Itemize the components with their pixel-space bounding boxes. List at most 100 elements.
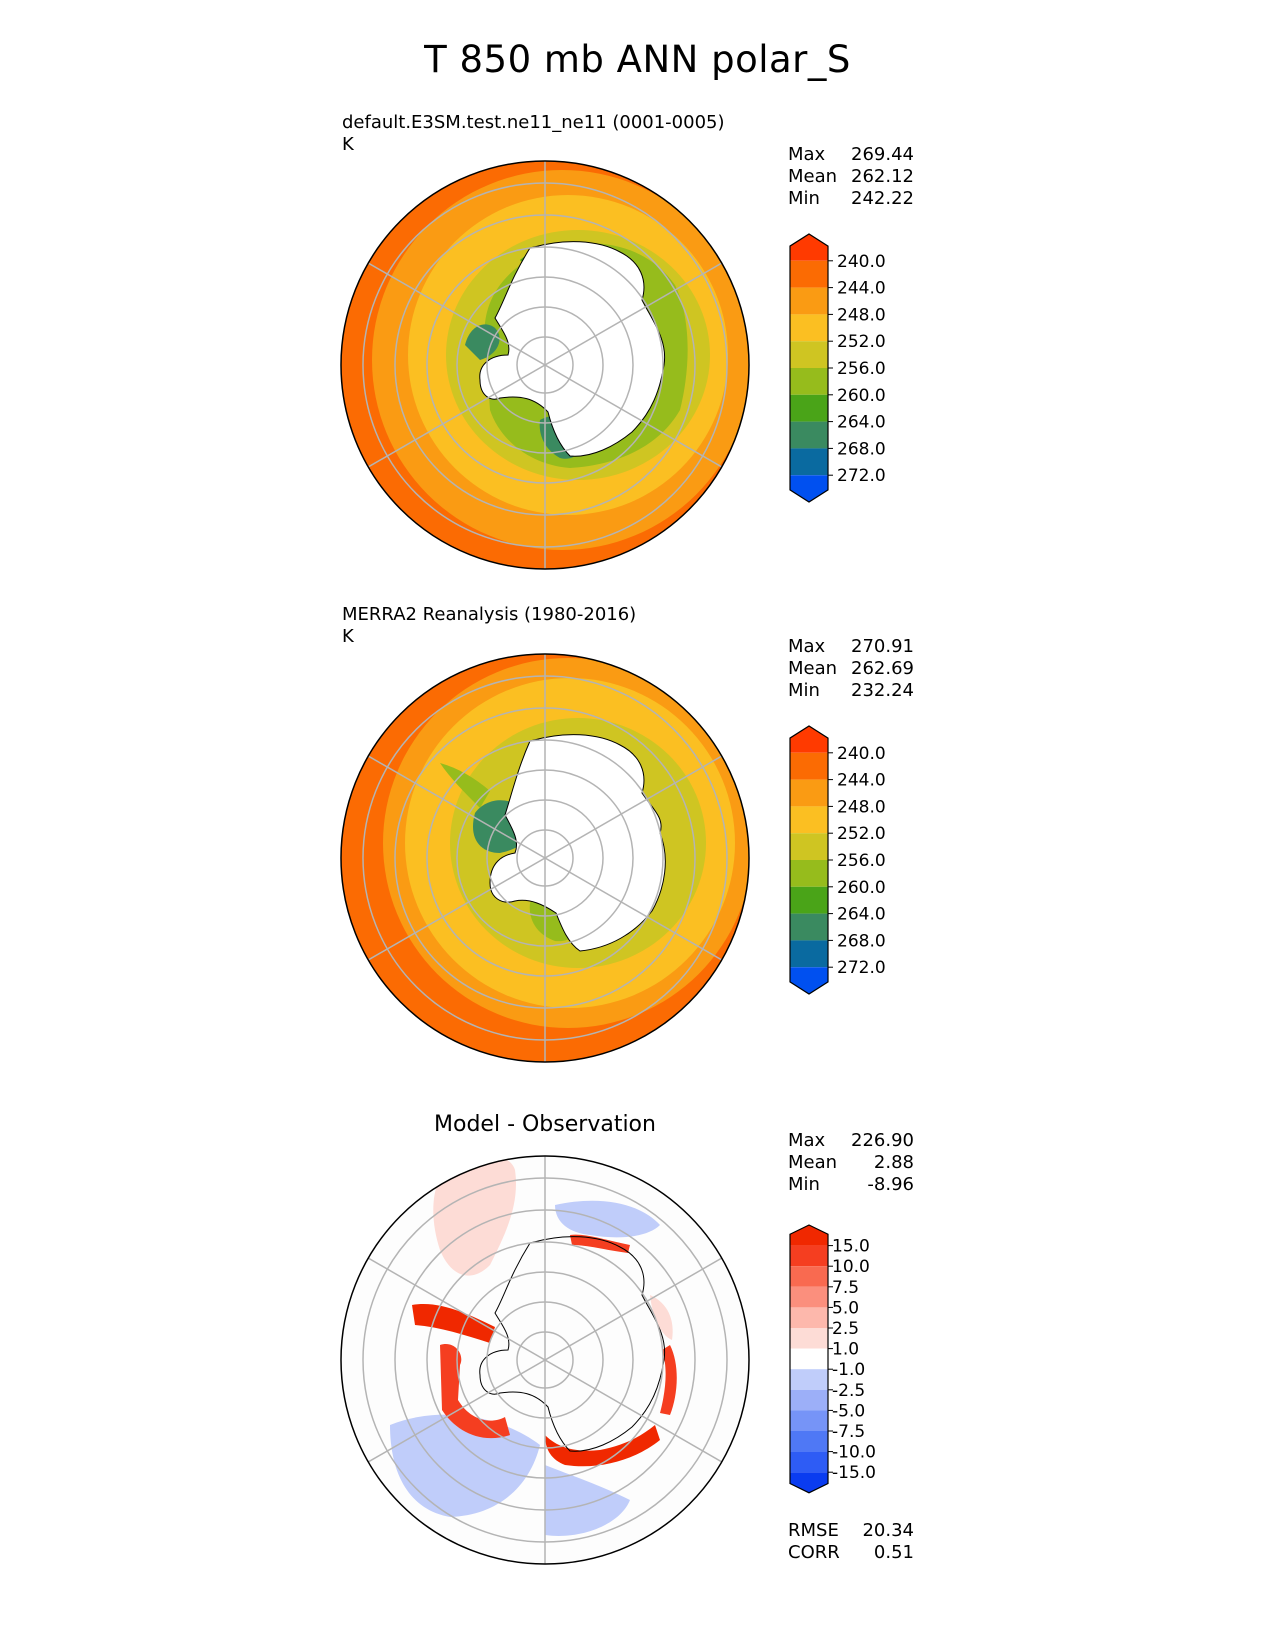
colorbar-tick-label: 268.0 [837, 439, 886, 459]
colorbar-swatch [790, 752, 828, 780]
colorbar-swatch [790, 1328, 828, 1349]
colorbar-swatch [790, 860, 828, 887]
diff-cool-south [545, 1465, 630, 1536]
colorbar-tick-label: 15.0 [832, 1237, 870, 1257]
colorbar-tick-label: 10.0 [832, 1257, 870, 1277]
panel-1-stats: Max 269.44 Mean 262.12 Min 242.22 [788, 144, 914, 210]
colorbar-swatch [790, 1225, 828, 1246]
colorbar-swatch [790, 1431, 828, 1452]
colorbar-2-swatches [789, 725, 829, 995]
colorbar-swatch [790, 260, 828, 288]
colorbar-swatch [790, 1451, 828, 1473]
panel-3-title: Model - Observation [434, 1112, 656, 1137]
colorbar-tick-label: -7.5 [832, 1422, 865, 1442]
map-gridlines [341, 1156, 749, 1564]
colorbar-2-ticks: 240.0 244.0 248.0 252.0 256.0 260.0 264.0 268.0… [828, 744, 886, 978]
colorbar-tick-label: 252.0 [837, 332, 886, 352]
colorbar-swatch [790, 1266, 828, 1287]
colorbar-swatch [790, 967, 828, 994]
colorbar-tick-label: -2.5 [832, 1381, 865, 1401]
colorbar-1-swatches [789, 233, 829, 503]
diff-hot-coast-south [545, 1425, 660, 1467]
colorbar-tick-label: -10.0 [832, 1443, 876, 1463]
map-gridlines [341, 654, 749, 1062]
stat-min: Min -8.96 [788, 1174, 914, 1195]
diff-warm-east [650, 1295, 673, 1340]
panel-3-metrics: RMSE 20.34 CORR 0.51 [788, 1520, 914, 1564]
colorbar-tick-label: 256.0 [837, 851, 886, 871]
colorbar-swatch [790, 1369, 828, 1390]
colorbar-tick-label: 260.0 [837, 386, 886, 406]
colorbar-tick-label: 7.5 [832, 1278, 859, 1298]
colorbar-tick-label: -15.0 [832, 1463, 876, 1483]
map-boundary [340, 653, 750, 1063]
colorbar-swatch [790, 448, 828, 476]
colorbar-tick-label: 264.0 [837, 413, 886, 433]
colorbar-tick-label: -5.0 [832, 1401, 865, 1421]
colorbar-swatch [790, 1286, 828, 1308]
colorbar-swatch [790, 234, 828, 261]
map-boundary [340, 160, 750, 570]
colorbar-outline [789, 1224, 829, 1494]
colorbar-3-swatches [789, 1224, 829, 1494]
coastline [479, 1236, 666, 1452]
colorbar-swatch [790, 886, 828, 914]
colorbar-tick-label: 240.0 [837, 744, 886, 764]
diff-hot-coast-north [570, 1234, 630, 1253]
stat-max: Max 270.91 [788, 636, 914, 657]
colorbar-tick-label: 264.0 [837, 905, 886, 925]
metric-corr: CORR 0.51 [788, 1542, 914, 1563]
diff-hot-peninsula [412, 1304, 495, 1343]
map-reanalysis [340, 653, 750, 1063]
panel-3-stats: Max 226.90 Mean 2.88 Min -8.96 [788, 1130, 914, 1196]
stat-mean: Mean 262.69 [788, 658, 914, 679]
map-boundary [340, 1155, 750, 1565]
colorbar-tick-label: 272.0 [837, 958, 886, 978]
antarctica-mask [489, 734, 666, 952]
colorbar-swatch [790, 779, 828, 807]
panel-1-units: K [342, 134, 354, 155]
colorbar-swatch [790, 368, 828, 395]
metric-rmse: RMSE 20.34 [788, 1520, 914, 1541]
colorbar-swatch [790, 475, 828, 502]
colorbar-swatch [790, 940, 828, 968]
colorbar-tick-label: 244.0 [837, 279, 886, 299]
diff-cool-indian [555, 1200, 660, 1238]
colorbar-swatch [790, 833, 828, 860]
colorbar-tick-label: 244.0 [837, 771, 886, 791]
colorbar-tick-label: 260.0 [837, 878, 886, 898]
band-peninsula [440, 763, 490, 808]
colorbar-swatch [790, 1245, 828, 1267]
colorbar-swatch [790, 726, 828, 753]
colorbar-tick-label: 256.0 [837, 359, 886, 379]
colorbar-swatch [790, 1472, 828, 1493]
panel-1-title: default.E3SM.test.ne11_ne11 (0001-0005) [342, 112, 725, 133]
colorbar-tick-label: 5.0 [832, 1298, 859, 1318]
colorbar-1-ticks: 240.0 244.0 248.0 252.0 256.0 260.0 264.0 268.0… [828, 252, 886, 486]
map-test-model [340, 160, 750, 570]
colorbar-tick-label: 272.0 [837, 466, 886, 486]
colorbar-swatch [790, 913, 828, 941]
colorbar-swatch [790, 421, 828, 449]
colorbar-3-ticks: 15.010.07.55.02.51.0-1.0-2.5-5.0-7.5-10.… [828, 1237, 876, 1483]
stat-min: Min 242.22 [788, 188, 914, 209]
colorbar-swatch [790, 394, 828, 422]
panel-2-title: MERRA2 Reanalysis (1980-2016) [342, 604, 637, 625]
colorbar-swatch [790, 1389, 828, 1411]
figure-title: T 850 mb ANN polar_S [424, 38, 851, 81]
panel-2-units: K [342, 626, 354, 647]
colorbar-tick-label: 252.0 [837, 824, 886, 844]
colorbar-swatch [790, 341, 828, 368]
colorbar-1: 240.0 244.0 248.0 252.0 256.0 260.0 264.0 268.0… [789, 233, 886, 503]
stat-min: Min 232.24 [788, 680, 914, 701]
colorbar-tick-label: 1.0 [832, 1340, 859, 1360]
colorbar-2: 240.0 244.0 248.0 252.0 256.0 260.0 264.0 268.0… [789, 725, 886, 995]
colorbar-tick-label: 248.0 [837, 797, 886, 817]
colorbar-swatch [790, 1410, 828, 1431]
colorbar-3: 15.010.07.55.02.51.0-1.0-2.5-5.0-7.5-10.… [789, 1224, 876, 1494]
colorbar-tick-label: 2.5 [832, 1319, 859, 1339]
colorbar-outline [789, 725, 829, 995]
colorbar-swatch [790, 287, 828, 315]
diff-cool-atlantic [390, 1414, 540, 1517]
stat-mean: Mean 262.12 [788, 166, 914, 187]
